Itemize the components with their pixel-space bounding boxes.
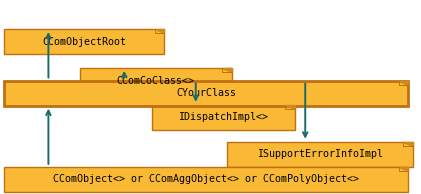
Text: CYourClass: CYourClass bbox=[176, 88, 236, 98]
Polygon shape bbox=[155, 29, 164, 33]
Bar bbox=[152, 105, 295, 130]
Bar bbox=[4, 81, 408, 106]
Polygon shape bbox=[222, 68, 232, 72]
Text: CComObjectRoot: CComObjectRoot bbox=[42, 37, 126, 47]
Bar bbox=[80, 68, 232, 93]
Polygon shape bbox=[399, 167, 408, 171]
Bar bbox=[4, 167, 408, 192]
Bar bbox=[227, 142, 413, 167]
Polygon shape bbox=[399, 81, 408, 85]
Text: ISupportErrorInfoImpl: ISupportErrorInfoImpl bbox=[257, 149, 383, 159]
Text: IDispatchImpl<>: IDispatchImpl<> bbox=[178, 112, 268, 122]
Polygon shape bbox=[285, 105, 295, 109]
Polygon shape bbox=[403, 142, 413, 146]
Text: CComCoClass<>: CComCoClass<> bbox=[117, 75, 195, 86]
Bar bbox=[4, 29, 164, 54]
Text: CComObject<> or CComAggObject<> or CComPolyObject<>: CComObject<> or CComAggObject<> or CComP… bbox=[53, 174, 359, 184]
